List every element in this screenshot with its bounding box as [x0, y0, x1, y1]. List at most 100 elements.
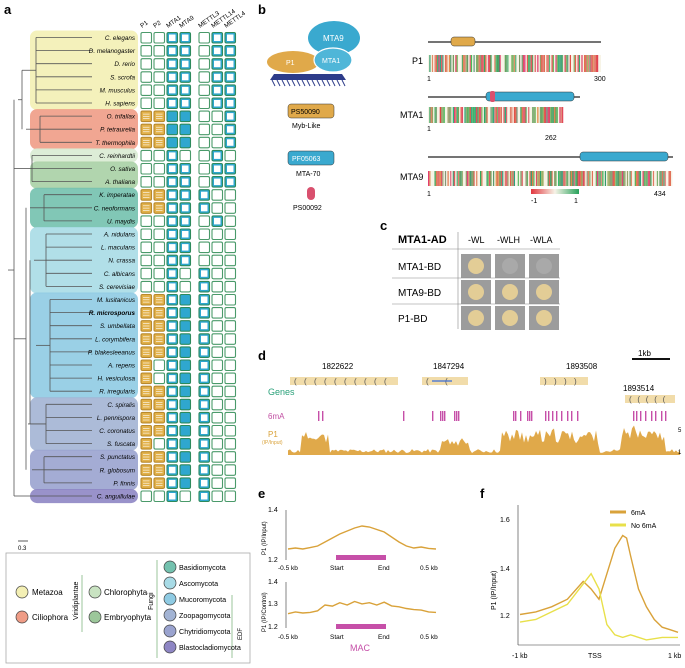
species-name: P. finnis — [113, 480, 135, 487]
cell-inner — [201, 296, 208, 303]
conservation-stripe — [456, 55, 458, 72]
presence-cell — [224, 241, 237, 254]
conservation-stripe — [663, 171, 665, 186]
conservation-stripe — [576, 171, 578, 186]
cell-inner — [169, 493, 176, 500]
presence-cell — [211, 411, 224, 424]
presence-cell — [179, 136, 192, 149]
presence-cell — [211, 241, 224, 254]
conservation-stripe — [460, 55, 462, 72]
conservation-stripe — [595, 55, 598, 72]
conservation-stripe — [461, 171, 464, 186]
presence-cell — [224, 424, 237, 437]
y2h-table: MTA1-AD -WL -WLH -WLA MTA1-BD MTA9-BD P1-B… — [392, 232, 560, 330]
phylogenetic-tree — [8, 37, 92, 497]
presence-cell — [198, 254, 211, 267]
conservation-stripe — [429, 55, 431, 72]
conservation-stripe — [582, 171, 585, 186]
conservation-stripe — [433, 107, 435, 123]
conservation-stripe — [537, 107, 539, 123]
cell-inner — [169, 322, 176, 330]
gene-id-4: 1893514 — [623, 384, 655, 393]
f-ytick-0: 1.2 — [500, 613, 510, 620]
panel-label-b: b — [258, 2, 266, 17]
conservation-stripe — [654, 171, 656, 186]
f-legend-no-6mA: No 6mA — [631, 523, 657, 530]
conservation-stripe — [561, 171, 564, 186]
gene-strand-mark: ) — [554, 377, 557, 386]
conservation-stripe — [561, 107, 564, 123]
conservation-stripe — [591, 55, 594, 72]
mta9-subunit — [308, 21, 360, 55]
scale-min: -1 — [531, 198, 537, 205]
conservation-stripe — [447, 55, 449, 72]
conservation-stripe — [572, 55, 574, 72]
gene-strand-mark: ( — [629, 395, 632, 404]
conservation-stripe — [504, 55, 507, 72]
conservation-stripe — [461, 55, 464, 72]
conservation-stripe — [459, 171, 461, 186]
y2h-colony — [468, 258, 484, 274]
presence-cell — [211, 385, 224, 398]
conservation-stripe — [496, 171, 499, 186]
conservation-stripe — [467, 107, 469, 123]
cell-inner — [169, 296, 176, 303]
cell-inner — [182, 47, 189, 55]
conservation-stripe — [558, 55, 560, 72]
presence-cell — [224, 280, 237, 293]
mta70-domain-id: PF05063 — [292, 156, 321, 163]
gene-id-1: 1822622 — [322, 362, 354, 371]
presence-cell — [153, 149, 166, 162]
legend-embryophyta: Embryophyta — [104, 613, 152, 622]
conservation-stripe — [591, 171, 594, 186]
conservation-stripe — [548, 107, 551, 123]
y2h-rows: MTA1-BD MTA9-BD P1-BD — [392, 254, 560, 330]
conservation-stripe — [463, 107, 465, 123]
cell-inner — [169, 244, 176, 251]
presence-cell — [179, 123, 192, 136]
e-bot-mac-region — [336, 624, 386, 629]
presence-cell — [179, 490, 192, 503]
y2h-row-label: MTA1-BD — [398, 262, 441, 273]
panel-label-d: d — [258, 348, 266, 363]
cell-inner — [227, 126, 234, 133]
conservation-stripe — [656, 171, 659, 186]
conservation-stripe — [530, 55, 533, 72]
conservation-stripe — [621, 171, 624, 186]
legend-chlorophyta: Chlorophyta — [104, 588, 148, 597]
gene-strand-mark: ( — [663, 395, 666, 404]
conservation-stripe — [516, 107, 518, 123]
presence-cell — [179, 346, 192, 358]
dna-tick — [271, 79, 276, 87]
gene-strand-mark: ( — [324, 377, 327, 386]
cell-inner — [201, 453, 208, 461]
conservation-stripe — [584, 171, 586, 186]
conservation-stripe — [612, 171, 614, 186]
conservation-stripe — [552, 107, 555, 123]
conservation-stripe — [567, 171, 569, 186]
tree-scale-label: 0.3 — [18, 546, 27, 552]
6mA-site — [513, 411, 515, 421]
conservation-stripe — [526, 171, 529, 186]
panel-label-a: a — [4, 2, 12, 17]
presence-cell — [140, 176, 153, 188]
conservation-stripe — [537, 55, 539, 72]
conservation-stripe — [623, 171, 625, 186]
conservation-stripe — [446, 107, 448, 123]
panel-label-e: e — [258, 486, 265, 501]
conservation-stripe — [493, 171, 495, 186]
e-mac-label: MAC — [350, 643, 371, 653]
cell-inner — [182, 100, 189, 107]
conservation-stripe — [489, 55, 491, 72]
f-curve-6mA — [519, 534, 679, 633]
presence-cell — [211, 123, 224, 136]
conservation-stripe — [465, 55, 468, 72]
e-bot-curve — [287, 600, 437, 615]
conservation-stripe — [651, 171, 653, 186]
track-max: 5 — [678, 428, 682, 434]
species-name: A. nidulans — [103, 232, 136, 239]
y2h-colony — [468, 284, 484, 300]
f-ytick-2: 1.6 — [500, 517, 510, 524]
conservation-stripe — [485, 107, 487, 123]
p1-start: 1 — [427, 76, 431, 83]
